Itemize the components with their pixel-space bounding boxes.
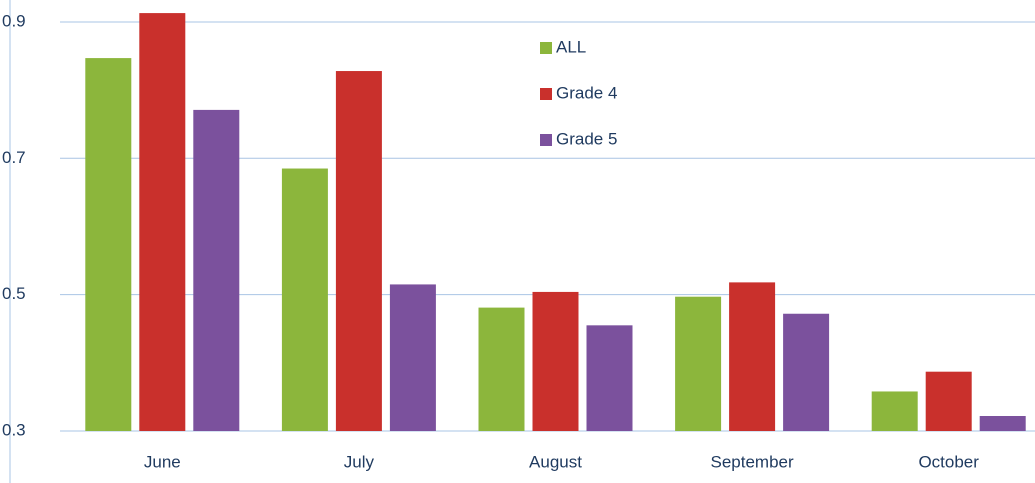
legend-swatch [540, 88, 552, 100]
bar [532, 291, 579, 431]
legend-swatch [540, 42, 552, 54]
legend-label: Grade 4 [556, 83, 617, 102]
bar [193, 109, 240, 432]
bar [675, 296, 722, 431]
legend-label: Grade 5 [556, 129, 617, 148]
bar [139, 13, 186, 431]
y-tick-label: 0.9 [2, 11, 26, 30]
legend-swatch [540, 134, 552, 146]
y-tick-label: 0.5 [2, 284, 26, 303]
x-tick-label: August [529, 452, 582, 471]
y-tick-label: 0.3 [2, 420, 26, 439]
bar [478, 307, 525, 431]
bar [871, 391, 918, 431]
x-tick-label: June [144, 452, 181, 471]
bar [925, 371, 972, 431]
bar [586, 325, 633, 431]
x-tick-label: October [918, 452, 979, 471]
bar [335, 71, 382, 432]
x-tick-label: September [711, 452, 794, 471]
legend-label: ALL [556, 37, 586, 56]
bar [729, 282, 776, 431]
bar [979, 416, 1026, 431]
bar [389, 284, 436, 431]
y-tick-label: 0.7 [2, 148, 26, 167]
bar [281, 168, 328, 431]
bar [783, 313, 830, 431]
x-tick-label: July [344, 452, 375, 471]
bar [85, 58, 132, 431]
